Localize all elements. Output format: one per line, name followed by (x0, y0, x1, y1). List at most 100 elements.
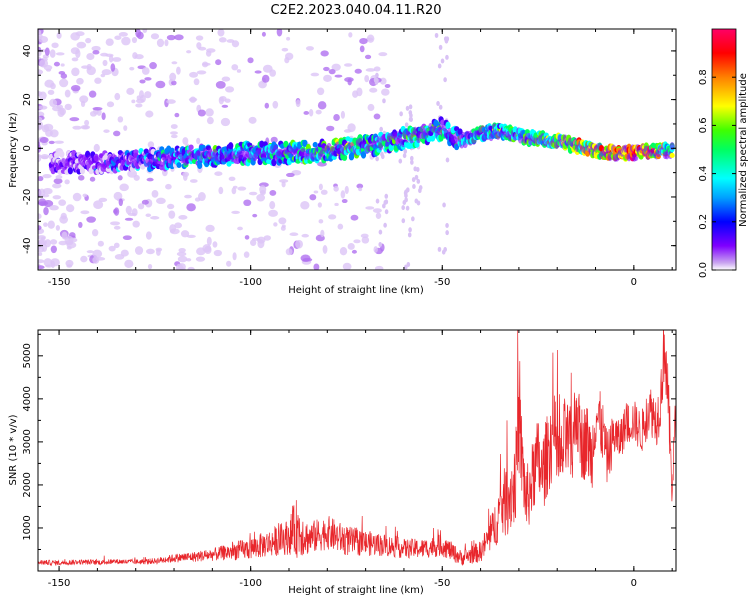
noise-blob (231, 40, 240, 48)
noise-blob (365, 206, 375, 210)
noise-blob (106, 101, 115, 108)
noise-blob (124, 217, 134, 221)
noise-blob (407, 232, 412, 238)
noise-blob (86, 250, 94, 254)
ridge-blob (79, 167, 86, 175)
spectrogram-frame (37, 28, 677, 271)
noise-blob (408, 227, 412, 233)
noise-blob (49, 239, 58, 245)
x-tick-label: -150 (48, 277, 71, 288)
noise-blob (220, 117, 231, 127)
noise-blob (164, 39, 169, 47)
noise-blob (70, 47, 80, 55)
noise-blob (156, 38, 165, 48)
noise-blob (187, 266, 195, 270)
noise-blob (445, 157, 450, 163)
y-tick-label: 4000 (22, 386, 33, 411)
ridge-blob (262, 141, 268, 147)
x-tick-label: -50 (434, 277, 450, 288)
noise-blob (145, 231, 152, 240)
noise-blob (120, 249, 129, 257)
noise-blob (378, 241, 383, 247)
noise-blob (38, 176, 44, 182)
ridge-blob (341, 154, 348, 161)
noise-blob (231, 64, 239, 71)
noise-blob (194, 197, 201, 202)
noise-blob (108, 245, 116, 252)
noise-blob (40, 155, 49, 159)
noise-blob (333, 185, 339, 192)
noise-blob (404, 122, 409, 128)
noise-blob (313, 263, 320, 270)
noise-blob (380, 154, 385, 160)
noise-blob (318, 219, 324, 224)
noise-blob (252, 213, 258, 218)
noise-blob (121, 36, 131, 46)
noise-blob (341, 199, 348, 204)
noise-blob (248, 191, 258, 196)
y-tick-label: 20 (22, 93, 33, 106)
noise-blob (96, 108, 102, 116)
noise-blob (141, 199, 149, 205)
noise-blob (247, 57, 254, 64)
noise-blob (97, 240, 104, 247)
noise-blob (378, 229, 383, 235)
noise-blob (331, 63, 341, 71)
noise-blob (440, 58, 445, 64)
noise-blob (411, 177, 416, 183)
noise-blob (146, 248, 155, 255)
noise-blob (184, 194, 192, 199)
noise-blob (39, 136, 49, 144)
noise-blob (151, 189, 159, 198)
noise-blob (174, 112, 180, 118)
noise-blob (359, 37, 368, 45)
noise-blob (305, 46, 314, 51)
noise-blob (231, 187, 237, 195)
noise-blob (406, 261, 411, 267)
noise-blob (310, 72, 320, 77)
noise-blob (342, 262, 352, 270)
noise-blob (71, 67, 80, 77)
noise-blob (224, 86, 235, 93)
noise-blob (315, 109, 322, 115)
y-tick-label: 3000 (22, 429, 33, 454)
noise-blob (58, 199, 67, 206)
spectrogram-x-ticks: -150 -100 -50 0 (48, 29, 673, 288)
noise-blob (442, 202, 446, 208)
noise-blob (55, 52, 65, 56)
noise-blob (147, 141, 155, 149)
y-tick-label: 1000 (22, 515, 33, 540)
noise-blob (182, 172, 188, 181)
noise-blob (61, 231, 68, 240)
noise-blob (367, 103, 375, 112)
noise-blob (375, 72, 379, 78)
colorbar-gradient (711, 28, 737, 271)
noise-blob (38, 111, 45, 118)
noise-blob (278, 217, 287, 225)
noise-blob (301, 233, 309, 238)
noise-blob (103, 129, 110, 133)
noise-blob (403, 190, 408, 196)
noise-blob (50, 82, 56, 90)
noise-blob (38, 259, 45, 264)
noise-blob (279, 179, 289, 183)
ridge-blob (67, 167, 73, 175)
noise-blob (326, 125, 335, 132)
noise-blob (101, 112, 106, 120)
noise-blob (416, 178, 421, 184)
noise-blob (144, 91, 152, 99)
ridge-blob (302, 140, 308, 147)
noise-blob (125, 205, 132, 215)
noise-blob (133, 174, 140, 181)
noise-blob (47, 89, 55, 95)
noise-blob (364, 74, 370, 83)
noise-blob (441, 249, 446, 255)
snr-x-label: Height of straight line (km) (288, 585, 424, 596)
noise-blob (49, 98, 58, 108)
noise-blob (110, 221, 121, 226)
noise-blob (373, 246, 378, 253)
noise-blob (174, 34, 184, 41)
noise-blob (166, 99, 176, 104)
noise-blob (268, 209, 278, 217)
noise-blob (56, 32, 62, 39)
